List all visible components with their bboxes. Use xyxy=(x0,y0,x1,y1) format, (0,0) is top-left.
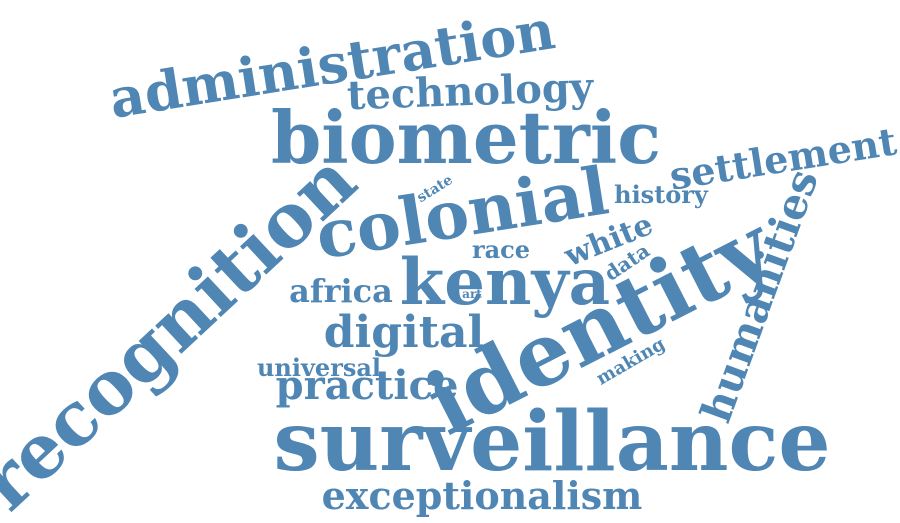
word-digital: digital xyxy=(323,307,485,358)
word-exceptionalism: exceptionalism xyxy=(321,473,643,518)
word-kenya: kenya xyxy=(399,245,611,320)
word-practice: practice xyxy=(275,362,459,409)
word-race: race xyxy=(471,235,531,264)
word-history: history xyxy=(614,180,708,209)
word-africa: africa xyxy=(289,272,393,310)
word-surveillance: surveillance xyxy=(273,394,831,490)
word-art: art xyxy=(462,287,482,301)
word-universal: universal xyxy=(256,353,382,382)
word-biometric: biometric xyxy=(270,95,662,180)
